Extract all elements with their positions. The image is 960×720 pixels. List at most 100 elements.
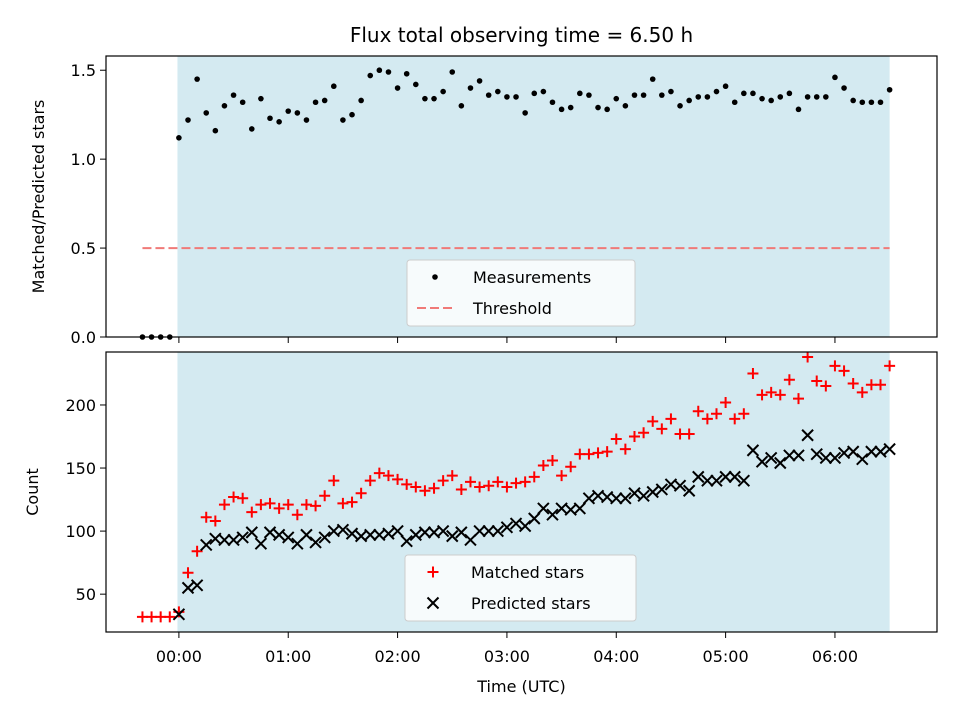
measurement-point [176,135,182,141]
matched-star-point [720,396,732,408]
predicted-star-point [646,485,659,499]
matched-star-point [692,405,704,417]
matched-star-point [811,375,823,387]
predicted-star-point [309,536,322,549]
predicted-star-point [218,533,231,547]
legend-label: Predicted stars [471,594,591,613]
measurement-point [513,94,519,100]
measurement-point [431,95,437,102]
matched-star-point [783,374,795,386]
plot-frame-1 [105,55,938,338]
matched-star-point [628,431,640,443]
matched-star-point [537,460,549,472]
measurement-point [413,81,419,88]
predicted-star-point [865,445,878,458]
measurement-point [458,102,465,109]
matched-star-point [492,476,504,488]
matched-star-point [638,427,650,439]
measurement-point [294,110,301,116]
matched-star-point [218,499,230,511]
matched-star-point [546,454,558,466]
predicted-star-point [682,484,696,497]
matched-star-point [237,492,249,504]
predicted-star-point [673,479,687,492]
matched-star-point [209,515,221,527]
matched-star-point [875,379,887,391]
x-tick-label: 06:00 [812,647,858,666]
predicted-star-point [509,517,523,530]
matched-star-point [410,481,422,493]
predicted-star-point [181,581,195,595]
matched-star-point [428,482,440,494]
measurement-point [440,88,446,95]
measurement-point [722,83,729,90]
measurement-point [394,85,401,91]
matched-star-point [565,461,577,473]
predicted-star-point [300,528,313,542]
measurement-point [540,88,547,95]
measurement-point [595,104,601,111]
matched-star-point [856,386,868,398]
matched-star-point [373,467,385,479]
predicted-star-point [746,444,760,457]
matched-star-point [182,567,194,579]
matched-star-point [583,448,595,460]
predicted-star-point [318,531,331,544]
measurement-point [741,90,747,97]
measurement-point [859,99,866,106]
predicted-star-point [883,442,896,456]
predicted-star-point [400,534,413,548]
predicted-star-point [382,527,395,540]
y-tick-label: 1.0 [71,150,96,169]
matched-star-point [328,475,340,487]
measurement-point [604,106,610,113]
matched-star-point [765,386,777,398]
predicted-star-point [856,452,869,466]
matched-star-point [793,393,804,405]
predicted-star-point [692,470,705,484]
predicted-star-point [200,538,213,552]
predicted-star-point [364,528,377,542]
measurement-point [759,95,765,102]
measurement-point [504,94,510,100]
measurement-point [577,90,583,97]
measurement-point [203,110,210,116]
predicted-star-point [737,474,751,487]
x-tick-label: 04:00 [593,647,639,666]
matched-star-point [282,499,294,511]
predicted-star-point [655,483,669,496]
predicted-star-point [573,502,587,515]
matched-star-point [847,378,859,390]
matched-star-point [884,360,896,372]
matched-star-point [656,423,668,435]
predicted-star-point [446,529,459,543]
x-tick-label: 01:00 [265,647,311,666]
matched-star-point [164,611,176,623]
measurement-point [285,108,292,114]
predicted-star-point [582,492,596,505]
measurement-point [786,90,793,97]
predicted-star-point [254,537,268,550]
predicted-star-point [336,523,350,537]
predicted-star-point [728,470,741,484]
predicted-star-point [874,445,887,458]
predicted-star-point [518,519,532,533]
matched-star-point [419,485,431,497]
matched-star-point [510,477,522,489]
measurement-point [640,92,647,98]
matched-star-point [774,389,786,401]
legend-predicted-swatch [426,596,440,610]
legend-label: Threshold [472,299,552,318]
predicted-star-point [792,449,805,462]
x-tick-label: 03:00 [484,647,530,666]
measurement-point [567,104,574,111]
measurement-point [340,117,346,123]
measurement-point [321,97,328,104]
measurement-point [695,94,702,100]
predicted-star-point [245,526,258,539]
predicted-star-point [263,526,277,539]
predicted-star-point [537,502,550,515]
matched-star-point [255,499,267,511]
predicted-star-point [227,533,240,547]
